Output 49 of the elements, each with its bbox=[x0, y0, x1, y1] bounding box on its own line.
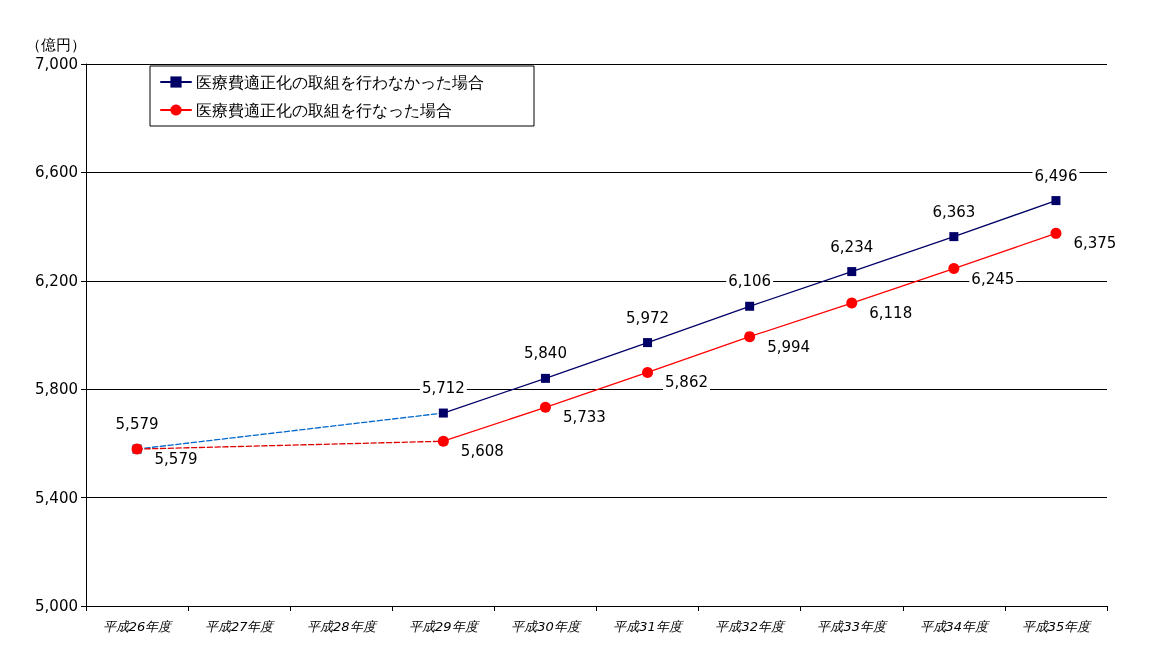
data-label: 5,579 bbox=[154, 450, 198, 469]
point bbox=[1051, 196, 1061, 206]
point bbox=[745, 301, 755, 311]
point bbox=[949, 232, 959, 242]
x-tick-label: 平成31年度 bbox=[613, 619, 684, 634]
y-tick-label: 6,600 bbox=[35, 163, 78, 182]
y-tick-label: 5,400 bbox=[35, 488, 78, 507]
y-tick-label: 5,000 bbox=[35, 597, 78, 615]
point bbox=[539, 401, 551, 413]
y-tick-label: 6,200 bbox=[35, 271, 78, 290]
data-label: 5,712 bbox=[421, 379, 465, 398]
data-label: 6,245 bbox=[971, 269, 1015, 288]
data-label: 5,733 bbox=[562, 408, 606, 427]
data-label: 6,234 bbox=[830, 237, 874, 256]
x-tick-label: 平成32年度 bbox=[715, 619, 786, 634]
x-tick-label: 平成29年度 bbox=[409, 619, 480, 634]
data-label: 5,579 bbox=[115, 415, 159, 434]
data-label: 6,106 bbox=[728, 272, 772, 291]
point bbox=[540, 373, 550, 383]
point bbox=[643, 338, 653, 348]
point bbox=[847, 267, 857, 277]
point bbox=[744, 331, 756, 343]
legend-label: 医療費適正化の取組を行わなかった場合 bbox=[196, 72, 484, 92]
x-tick-label: 平成28年度 bbox=[306, 619, 378, 634]
data-label: 5,608 bbox=[460, 442, 504, 461]
x-tick-label: 平成34年度 bbox=[919, 619, 991, 634]
data-label: 5,972 bbox=[626, 308, 670, 327]
point bbox=[642, 366, 654, 378]
data-label: 5,862 bbox=[665, 373, 708, 392]
data-label: 6,363 bbox=[932, 202, 976, 221]
point bbox=[1050, 227, 1062, 239]
data-label: 5,994 bbox=[767, 337, 811, 356]
y-tick-label: 7,000 bbox=[35, 55, 78, 73]
x-tick-label: 平成30年度 bbox=[511, 619, 582, 634]
y-axis-title: （億円） bbox=[26, 35, 86, 54]
data-label: 5,840 bbox=[523, 344, 567, 363]
data-label: 6,496 bbox=[1034, 166, 1078, 185]
point bbox=[437, 435, 449, 447]
point bbox=[948, 263, 960, 275]
point bbox=[438, 408, 448, 418]
y-tick-label: 5,800 bbox=[35, 380, 78, 399]
x-tick-label: 平成26年度 bbox=[102, 619, 174, 634]
data-label: 6,118 bbox=[869, 304, 913, 323]
data-label: 6,375 bbox=[1073, 234, 1117, 253]
point bbox=[846, 297, 858, 309]
x-tick-label: 平成35年度 bbox=[1021, 619, 1093, 634]
legend-label: 医療費適正化の取組を行なった場合 bbox=[196, 100, 452, 120]
x-tick-label: 平成33年度 bbox=[817, 619, 889, 634]
x-tick-label: 平成27年度 bbox=[204, 619, 276, 634]
